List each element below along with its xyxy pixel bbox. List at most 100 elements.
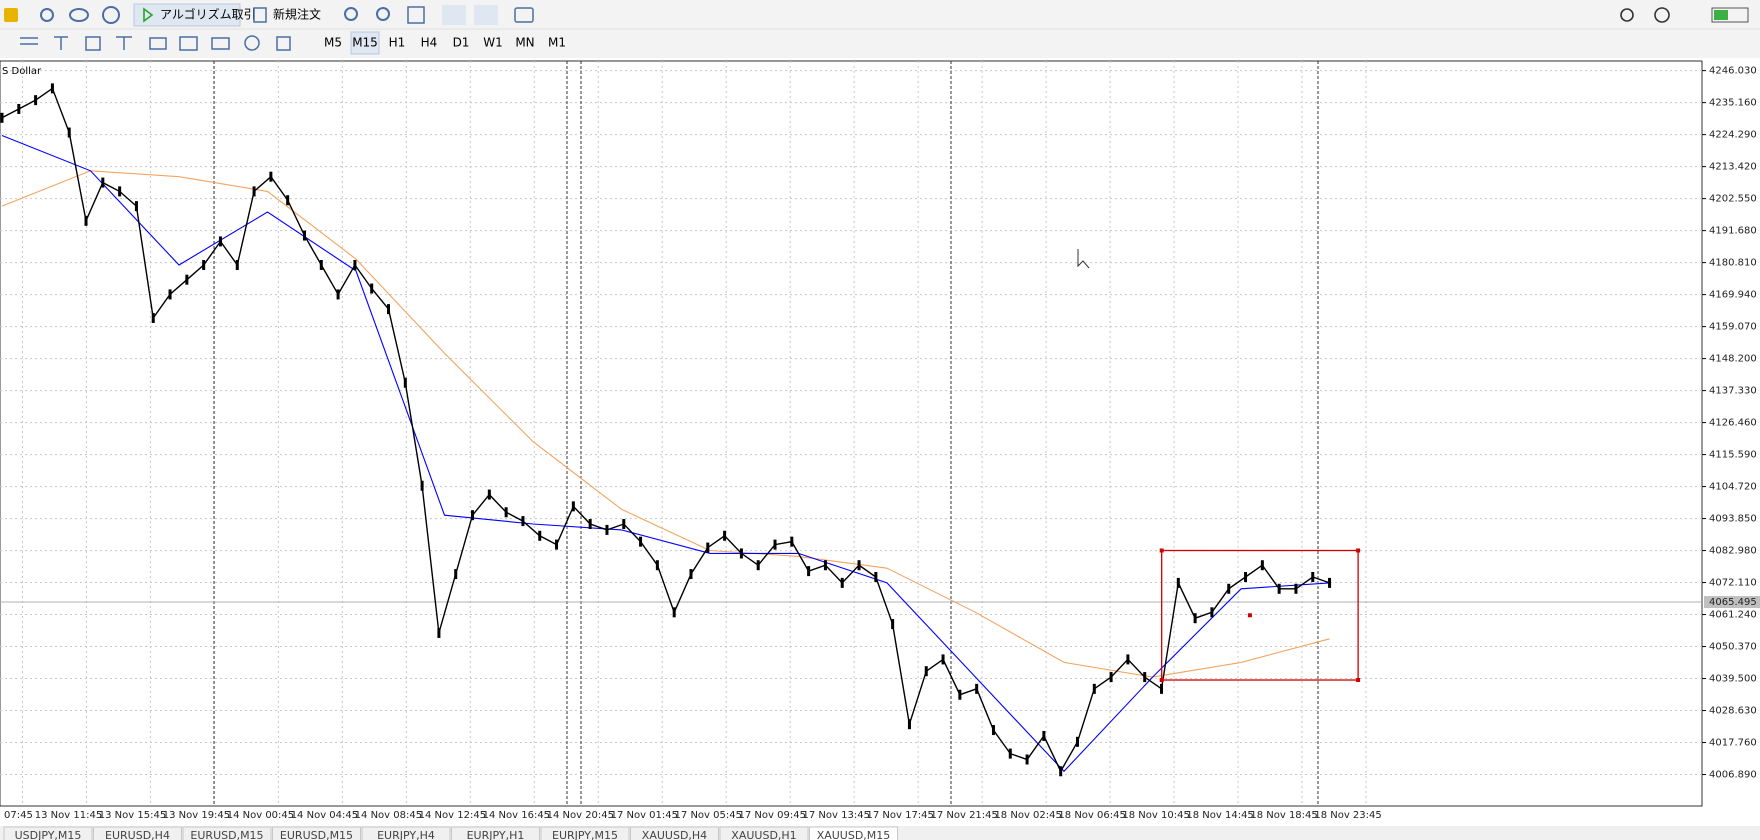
tool-button[interactable] <box>211 37 230 50</box>
candle <box>840 577 844 588</box>
timeframe-button[interactable]: W1 <box>483 36 503 50</box>
candle <box>857 560 861 571</box>
candle <box>151 312 155 323</box>
icon-cloud[interactable] <box>69 8 89 22</box>
candle <box>84 215 88 226</box>
icon-zoom-out[interactable] <box>376 7 390 21</box>
y-tick-label: 4224.290 <box>1709 130 1757 141</box>
candle <box>1210 607 1214 618</box>
y-tick-label: 4072.110 <box>1709 578 1757 589</box>
rectangle-handle[interactable] <box>1247 613 1252 618</box>
timeframe-button[interactable]: M15 <box>352 36 378 50</box>
icon-vps[interactable] <box>102 6 120 24</box>
candle <box>1176 577 1180 588</box>
timeframe-button[interactable]: MN <box>515 36 534 50</box>
new-order-label: 新規注文 <box>273 7 321 22</box>
x-tick-label: 14 Nov 04:45 <box>291 810 358 821</box>
timeframe-active <box>350 31 380 55</box>
tab[interactable] <box>93 826 182 840</box>
tab[interactable] <box>3 826 93 840</box>
x-tick-label: 14 Nov 20:45 <box>547 810 614 821</box>
tab[interactable] <box>630 826 719 840</box>
icon-search[interactable] <box>1620 8 1634 22</box>
candle <box>134 201 138 212</box>
x-tick-label: 17 Nov 05:45 <box>675 810 742 821</box>
tool-rectangle[interactable] <box>85 36 101 51</box>
icon-zoom-in[interactable] <box>344 7 358 21</box>
rectangle-handle[interactable] <box>1159 548 1164 553</box>
candle <box>454 569 458 580</box>
candle <box>823 560 827 571</box>
icon-screenshot[interactable] <box>514 7 534 23</box>
tab-label: EURJPY,H4 <box>377 829 435 840</box>
candle <box>622 519 626 530</box>
candle <box>168 289 172 300</box>
y-tick-label: 4093.850 <box>1709 514 1757 525</box>
tool-label[interactable] <box>116 36 132 50</box>
candle <box>874 571 878 582</box>
tab-label: USDJPY,M15 <box>15 829 82 840</box>
icon-account[interactable] <box>1654 7 1670 23</box>
candle <box>1092 683 1096 694</box>
rectangle-handle[interactable] <box>1356 678 1361 683</box>
tab-label: EURUSD,H4 <box>105 829 170 840</box>
icon-grid[interactable] <box>407 6 425 24</box>
tab-active[interactable] <box>809 826 898 840</box>
algo-trading-label: アルゴリズム取引 <box>160 7 256 22</box>
algo-trading-button[interactable] <box>133 3 241 27</box>
y-tick-label: 4039.500 <box>1709 674 1757 685</box>
y-tick-label: 4017.760 <box>1709 738 1757 749</box>
tab[interactable] <box>272 826 361 840</box>
timeframe-button[interactable]: H4 <box>421 36 438 50</box>
tab[interactable] <box>540 826 630 840</box>
icon-signal[interactable] <box>40 8 54 22</box>
candle <box>101 177 105 188</box>
candle <box>924 666 928 677</box>
x-tick-label: 13 Nov 19:45 <box>163 810 230 821</box>
candle <box>302 230 306 241</box>
tab[interactable] <box>451 826 540 840</box>
y-tick-label: 4126.460 <box>1709 418 1757 429</box>
tool-text[interactable] <box>54 36 68 50</box>
candle <box>471 510 475 521</box>
candle <box>286 195 290 206</box>
tool-more[interactable] <box>276 36 291 51</box>
candle <box>1311 571 1315 582</box>
tool-fibo[interactable] <box>149 37 167 50</box>
timeframe-button[interactable]: H1 <box>389 36 406 50</box>
current-price-tag <box>1704 596 1760 609</box>
candle <box>1244 571 1248 582</box>
y-tick-label: 4148.200 <box>1709 354 1757 365</box>
rectangle-handle[interactable] <box>1159 678 1164 683</box>
candle <box>1328 577 1332 588</box>
y-tick-label: 4115.590 <box>1709 450 1757 461</box>
tool-indicator[interactable] <box>179 36 198 51</box>
candle <box>0 112 4 123</box>
plot <box>0 83 1702 777</box>
tool-shapes[interactable] <box>244 35 260 51</box>
timeframe-button[interactable]: M5 <box>324 36 342 50</box>
tab[interactable] <box>719 826 809 840</box>
icon-chart-shift[interactable] <box>474 5 498 25</box>
icon-new-order[interactable] <box>253 7 267 23</box>
timeframe-button[interactable]: D1 <box>453 36 470 50</box>
y-tick-label: 4169.940 <box>1709 290 1757 301</box>
tab[interactable] <box>361 826 451 840</box>
rectangle-object <box>1161 549 1359 681</box>
icon-connection[interactable] <box>1711 7 1749 23</box>
x-tick-label: 13 Nov 15:45 <box>99 810 166 821</box>
candle <box>689 569 693 580</box>
tab[interactable] <box>182 826 272 840</box>
candle <box>1260 560 1264 571</box>
candle <box>370 283 374 294</box>
icon-lock[interactable] <box>4 8 18 22</box>
candle <box>235 259 239 270</box>
timeframe-button[interactable]: M1 <box>548 36 566 50</box>
candle <box>790 536 794 547</box>
candle <box>891 619 895 630</box>
rectangle-handle[interactable] <box>1356 548 1361 553</box>
candle <box>319 259 323 270</box>
x-tick-label: 18 Nov 23:45 <box>1314 810 1381 821</box>
icon-autoscroll[interactable] <box>442 5 466 25</box>
